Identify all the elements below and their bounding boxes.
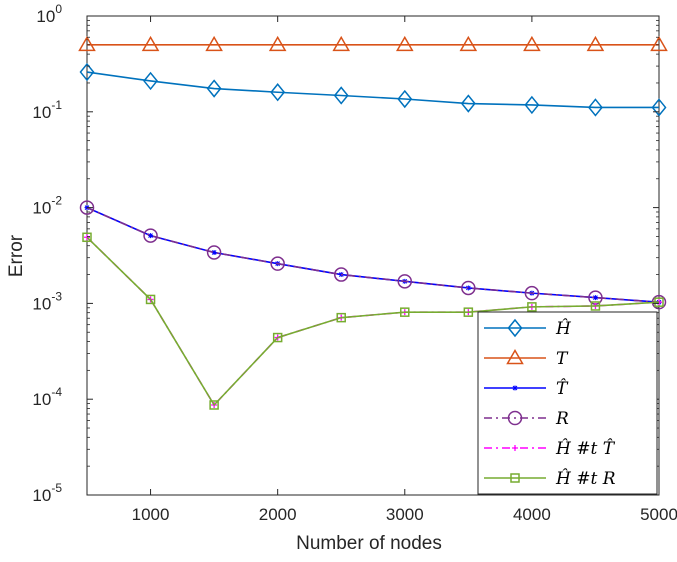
legend-marker bbox=[507, 318, 523, 338]
series-4-point bbox=[333, 267, 349, 282]
series-4-point bbox=[270, 256, 285, 271]
y-axis-label: Error bbox=[6, 234, 27, 277]
series-1-point bbox=[460, 94, 476, 113]
legend-marker bbox=[506, 348, 524, 365]
series-6-point bbox=[654, 297, 664, 307]
series-3-point bbox=[148, 233, 154, 239]
series-1-point bbox=[79, 62, 95, 82]
series-6-point bbox=[209, 400, 219, 410]
legend-marker bbox=[507, 410, 523, 426]
legend-marker bbox=[510, 473, 520, 483]
series-5-point bbox=[84, 234, 90, 241]
series-6-point bbox=[82, 232, 92, 243]
series-3-point bbox=[465, 285, 471, 291]
series-1 bbox=[79, 62, 667, 117]
series-2-point bbox=[586, 35, 605, 52]
series-4-point bbox=[461, 280, 476, 296]
y-tick-label: 100 bbox=[36, 2, 62, 26]
x-axis-label: Number of nodes bbox=[296, 533, 442, 554]
legend-label: T bbox=[556, 349, 569, 369]
series-4-point bbox=[79, 200, 95, 215]
series-6-line bbox=[86, 236, 660, 407]
series-6-point bbox=[400, 307, 410, 317]
legend-marker bbox=[512, 385, 518, 391]
series-2-point bbox=[459, 35, 478, 52]
y-tick-label: 10-2 bbox=[32, 194, 62, 218]
series-6-point bbox=[463, 307, 474, 317]
series-1-line bbox=[86, 71, 659, 109]
series-4 bbox=[79, 200, 667, 310]
series-1-point bbox=[587, 98, 603, 117]
series-layer bbox=[78, 35, 668, 410]
x-tick-label: 4000 bbox=[513, 505, 551, 524]
series-6 bbox=[82, 232, 664, 410]
series-1-point bbox=[333, 86, 349, 105]
series-6-point bbox=[590, 301, 601, 311]
series-1-point bbox=[143, 71, 159, 91]
series-1-point bbox=[524, 95, 540, 115]
x-tick-label: 3000 bbox=[386, 505, 424, 524]
series-2-point bbox=[650, 35, 668, 52]
series-4-line bbox=[86, 206, 660, 303]
y-tick-label: 10-1 bbox=[32, 98, 62, 122]
series-1-point bbox=[270, 83, 286, 102]
legend-label: Ĥ bbox=[555, 318, 572, 339]
series-4-point bbox=[143, 228, 158, 243]
legend-label: R bbox=[555, 409, 569, 429]
x-tick-label: 5000 bbox=[640, 505, 677, 524]
legend-box bbox=[477, 311, 658, 495]
series-3-point bbox=[592, 295, 598, 301]
series-1-point bbox=[651, 98, 667, 117]
legend-label: Ĥ #t T̂ bbox=[555, 438, 616, 459]
series-2 bbox=[78, 35, 668, 52]
series-2-point bbox=[141, 35, 160, 52]
series-4-point bbox=[524, 285, 540, 301]
series-2-point bbox=[205, 35, 223, 52]
x-tick-label: 2000 bbox=[259, 505, 297, 524]
legend-label: T̂ bbox=[556, 379, 569, 399]
series-3-point bbox=[211, 249, 217, 255]
series-6-point bbox=[145, 294, 156, 305]
series-2-point bbox=[395, 35, 414, 52]
legend-marker bbox=[512, 445, 518, 451]
series-1-point bbox=[397, 89, 413, 109]
series-6-point bbox=[527, 302, 537, 312]
series-2-point bbox=[523, 35, 541, 52]
series-4-point bbox=[397, 274, 413, 289]
series-4-point bbox=[206, 245, 222, 260]
series-2-point bbox=[268, 35, 287, 52]
y-tick-label: 10-5 bbox=[32, 481, 62, 505]
series-2-point bbox=[78, 35, 96, 52]
series-1-point bbox=[206, 79, 222, 98]
legend: ĤT T̂ R Ĥ #t T̂ Ĥ #t R bbox=[477, 311, 658, 495]
legend-label: Ĥ #t R bbox=[555, 468, 616, 489]
y-tick-label: 10-4 bbox=[32, 385, 62, 409]
series-6-point bbox=[272, 332, 283, 343]
y-tick-label: 10-3 bbox=[32, 289, 62, 313]
x-tick-label: 1000 bbox=[132, 505, 170, 524]
series-2-point bbox=[332, 35, 351, 52]
series-6-point bbox=[336, 312, 346, 323]
